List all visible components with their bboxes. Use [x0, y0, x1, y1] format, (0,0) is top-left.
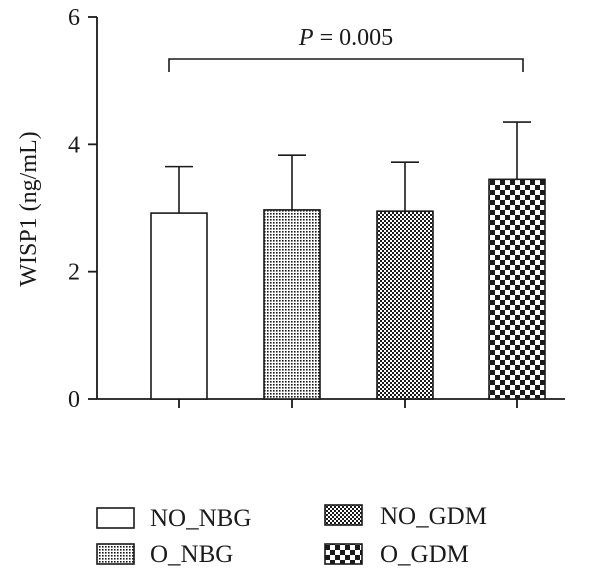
bar-o-nbg	[263, 209, 321, 400]
legend-swatch-no-gdm	[324, 504, 363, 526]
legend-item: NO_NBG	[96, 505, 251, 532]
legend-swatch-o-nbg	[96, 543, 135, 565]
p-value: = 0.005	[314, 25, 394, 51]
legend-swatch-no-nbg	[96, 507, 135, 529]
bar-no-gdm	[376, 210, 434, 400]
error-bars	[165, 121, 531, 214]
bar-no-nbg	[150, 212, 208, 400]
legend: NO_NBG NO_GDM O_NBG O_GDM	[96, 503, 487, 568]
y-tick-label: 4	[68, 132, 80, 158]
legend-label-no-nbg: NO_NBG	[150, 505, 251, 532]
y-tick-label: 6	[68, 5, 80, 31]
y-tick-label: 0	[68, 387, 80, 413]
legend-label-no-gdm: NO_GDM	[380, 503, 487, 530]
y-tick-label: 2	[68, 260, 80, 286]
legend-item: O_GDM	[324, 541, 469, 568]
legend-label-o-gdm: O_GDM	[380, 541, 469, 568]
legend-item: NO_GDM	[324, 503, 487, 530]
significance-bracket	[168, 58, 524, 72]
significance-annotation: P = 0.005	[168, 25, 524, 72]
legend-label-o-nbg: O_NBG	[150, 541, 233, 568]
y-axis-title: WISP1 (ng/mL)	[16, 131, 42, 286]
bar-o-gdm	[488, 178, 546, 400]
p-symbol: P	[298, 25, 314, 51]
bars	[150, 178, 546, 400]
p-value-label: P = 0.005	[298, 25, 393, 51]
legend-item: O_NBG	[96, 541, 233, 568]
legend-swatch-o-gdm	[324, 543, 363, 565]
